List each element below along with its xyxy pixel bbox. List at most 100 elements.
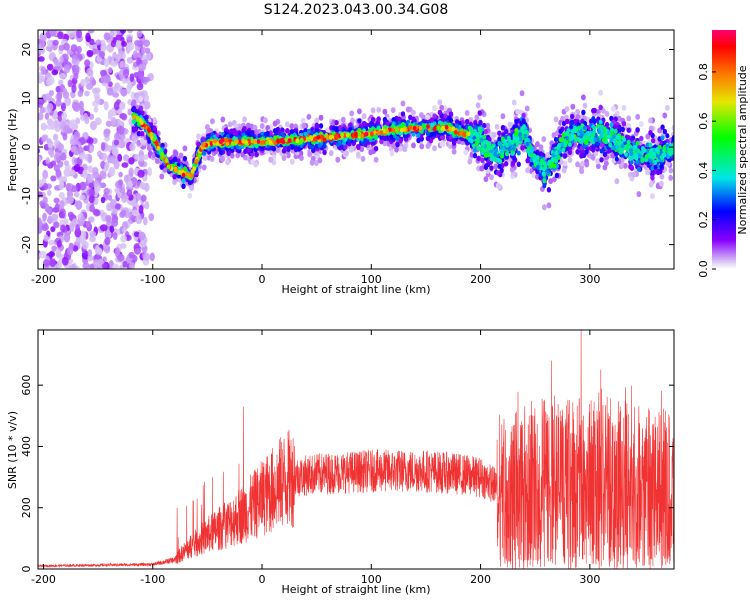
- spectrogram-cell: [114, 187, 121, 194]
- spectrogram-cell: [497, 130, 502, 136]
- spectrogram-cell: [129, 73, 135, 83]
- spectrogram-cell: [360, 155, 366, 162]
- spectrogram-cell: [136, 30, 143, 38]
- spectrogram-cell: [570, 119, 575, 125]
- spectrogram-cell: [254, 151, 259, 158]
- spectrogram-cell: [202, 150, 207, 156]
- spectrogram-cell: [328, 150, 334, 157]
- spectrogram-cell: [62, 88, 68, 96]
- spectrogram-cell: [71, 123, 79, 131]
- spectrogram-cell: [110, 39, 117, 48]
- spectrogram-cell: [474, 114, 480, 121]
- spectrogram-cell: [626, 127, 631, 133]
- spectrogram-cell: [48, 251, 56, 258]
- spectrogram-cell: [126, 189, 133, 197]
- spectrogram-cell: [143, 76, 151, 83]
- spectrogram-cell: [38, 191, 43, 198]
- spectrogram-cell: [38, 56, 45, 62]
- spectrogram-cell: [356, 108, 362, 115]
- spectrogram-cell: [137, 169, 145, 178]
- spectrogram-cell: [243, 148, 248, 155]
- spectrogram-cell: [349, 110, 355, 117]
- spectrogram-cell: [253, 161, 259, 168]
- spectrogram-cell: [122, 69, 130, 78]
- spectrogram-cell: [59, 55, 64, 64]
- spectrogram-cell: [58, 211, 66, 219]
- spectrogram-cell: [493, 163, 499, 170]
- spectrogram-cell: [88, 182, 94, 189]
- spectrogram-cell: [289, 158, 295, 165]
- spectrogram-cell: [87, 30, 95, 34]
- spectrogram-cell: [121, 195, 127, 203]
- spectrogram-cell: [263, 117, 268, 124]
- spectrogram-cell: [138, 96, 144, 103]
- spectrogram-cell: [579, 152, 584, 159]
- spectrogram-cell: [626, 115, 632, 122]
- spectrogram-cell: [106, 87, 114, 96]
- spectrogram-cell: [622, 162, 628, 169]
- spectrogram-cell: [50, 160, 57, 167]
- spectrogram-cell: [322, 149, 327, 156]
- spectrogram-cell: [140, 130, 145, 137]
- spectrogram-cell: [376, 106, 382, 113]
- spectrogram-cell: [60, 224, 66, 233]
- spectrogram-cell: [38, 218, 42, 226]
- spectrogram-cell: [49, 258, 57, 268]
- spectrogram-cell: [645, 133, 651, 140]
- spectrogram-cell: [564, 106, 570, 113]
- spectrogram-cell: [233, 130, 239, 136]
- spectrogram-cell: [659, 173, 665, 180]
- spectrogram-cell: [662, 128, 667, 135]
- spectrogram-cell: [562, 160, 568, 167]
- spectrogram-cell: [115, 34, 123, 41]
- spectrogram-cell: [187, 192, 193, 199]
- spectrogram-cell: [541, 204, 547, 211]
- spectrogram-cell: [592, 107, 597, 114]
- spectrogram-cell: [425, 114, 431, 121]
- spectrogram-cell: [119, 133, 126, 141]
- spectrogram-cell: [173, 150, 179, 157]
- spectrogram-cell: [648, 181, 654, 188]
- spectrogram-cell: [317, 157, 323, 164]
- spectrogram-cell: [38, 97, 45, 106]
- spectrogram-cell: [69, 263, 77, 269]
- spectrogram-cell: [148, 213, 155, 222]
- spectrogram-cell: [99, 224, 108, 232]
- spectrogram-cell: [70, 44, 78, 53]
- spectrogram-cell: [402, 146, 408, 153]
- spectrogram-cell: [47, 147, 54, 156]
- spectrogram-cell: [382, 135, 388, 142]
- spectrogram-cell: [140, 194, 147, 202]
- spectrogram-cell: [143, 94, 150, 102]
- spectrogram-cell: [511, 155, 517, 162]
- spectrogram-cell: [78, 152, 87, 160]
- spectrogram-marks: [38, 30, 674, 269]
- spectrogram-cell: [94, 95, 101, 104]
- spectrogram-cell: [491, 131, 497, 138]
- spectrogram-cell: [355, 151, 361, 158]
- spectrogram-cell: [485, 122, 491, 129]
- spectrogram-cell: [89, 235, 97, 243]
- spectrogram-cell: [55, 168, 62, 178]
- spectrogram-cell: [548, 178, 554, 185]
- spectrogram-cell: [56, 260, 63, 269]
- spectrogram-cell: [631, 171, 637, 178]
- spectrogram-cell: [100, 141, 106, 152]
- spectrogram-cell: [289, 123, 295, 130]
- spectrogram-cell: [93, 179, 99, 187]
- spectrogram-cell: [41, 134, 49, 141]
- spectrogram-cell: [57, 31, 64, 40]
- spectrogram-cell: [51, 245, 57, 252]
- spectrogram-cell: [141, 54, 147, 60]
- spectrogram-cell: [143, 252, 151, 261]
- spectrogram-cell: [126, 84, 132, 95]
- spectrogram-cell: [172, 173, 177, 180]
- spectrogram-cell: [121, 227, 127, 234]
- spectrogram-cell: [653, 164, 658, 170]
- spectrogram-cell: [59, 152, 67, 161]
- spectrogram-cell: [47, 142, 53, 149]
- spectrogram-cell: [575, 113, 581, 120]
- spectrogram-cell: [611, 105, 616, 112]
- spectrogram-cell: [334, 119, 339, 126]
- spectrogram-cell: [39, 32, 47, 42]
